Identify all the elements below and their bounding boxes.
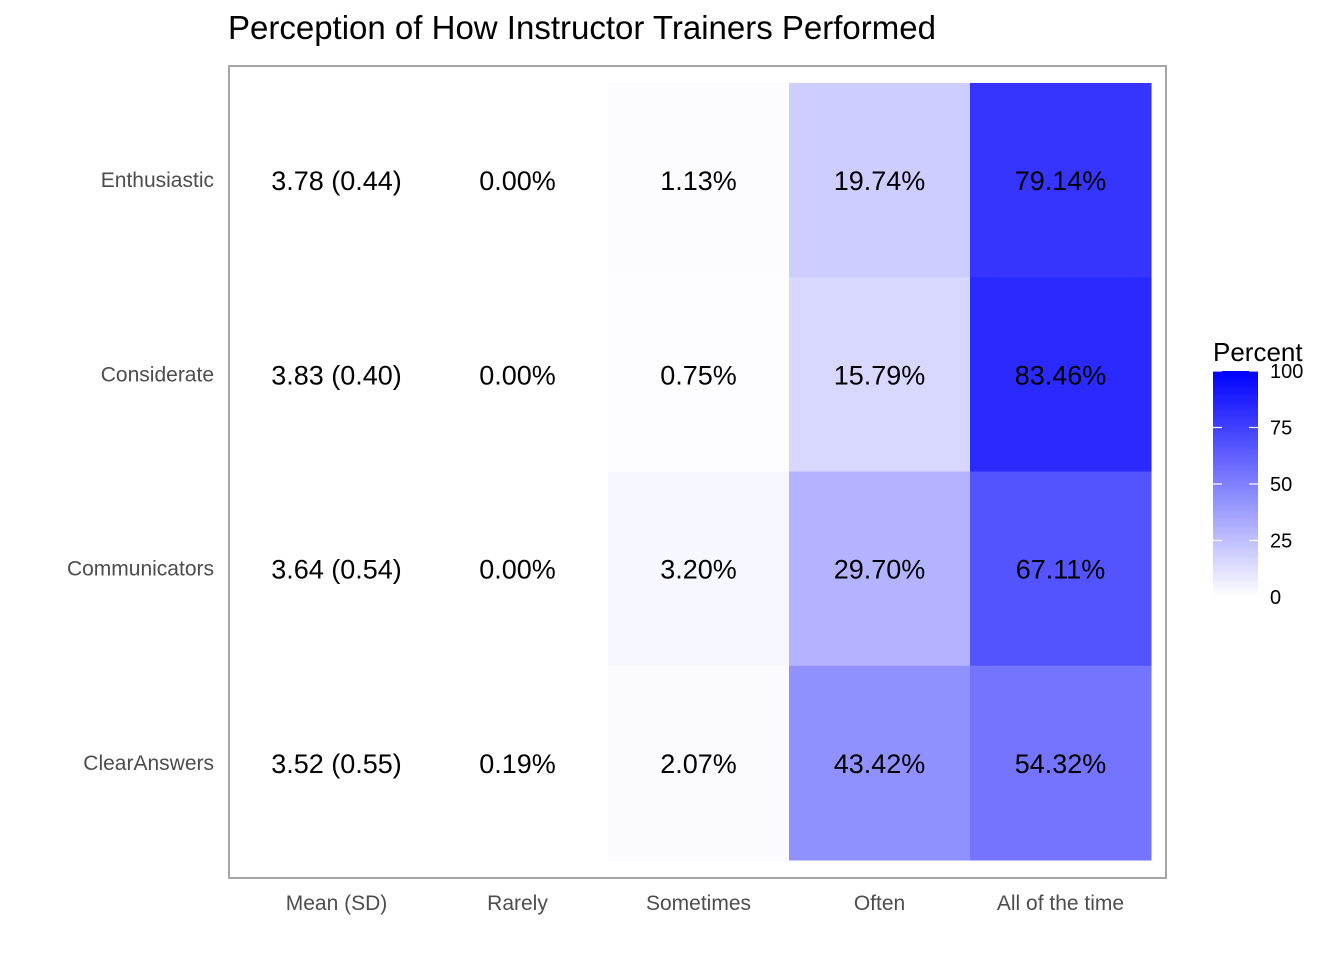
legend: Percent 0 25 50 75 100 xyxy=(1213,337,1303,609)
mean-sd-label-enthusiastic: 3.78 (0.44) xyxy=(271,166,402,196)
legend-tick-label-75: 75 xyxy=(1270,418,1292,440)
heatmap-cell-enthusiastic-all-of-the-time xyxy=(970,83,1152,278)
mean-sd-label-clearanswers: 3.52 (0.55) xyxy=(271,749,402,779)
cell-label-clearanswers-often: 43.42% xyxy=(834,749,926,779)
cell-label-communicators-rarely: 0.00% xyxy=(479,555,556,585)
heatmap-cell-clearanswers-rarely xyxy=(427,665,609,861)
heatmap-cell-considerate-sometimes xyxy=(608,277,790,472)
heatmap-cell-enthusiastic-often xyxy=(789,83,971,278)
cell-label-enthusiastic-rarely: 0.00% xyxy=(479,166,556,196)
heatmap-cell-considerate-rarely xyxy=(427,277,609,472)
x-tick-label-all-of-the-time: All of the time xyxy=(997,892,1124,915)
heatmap-cell-clearanswers-often xyxy=(789,665,971,861)
panel-border xyxy=(228,65,1167,879)
legend-tick-label-25: 25 xyxy=(1270,531,1292,553)
chart-title: Perception of How Instructor Trainers Pe… xyxy=(228,9,936,46)
x-tick-label-often: Often xyxy=(854,892,905,915)
legend-tick-label-50: 50 xyxy=(1270,474,1292,496)
legend-tick-label-100: 100 xyxy=(1270,361,1303,383)
cell-label-communicators-often: 29.70% xyxy=(834,555,926,585)
heatmap-cell-enthusiastic-sometimes xyxy=(608,83,790,278)
cell-label-communicators-sometimes: 3.20% xyxy=(660,555,737,585)
cell-label-enthusiastic-often: 19.74% xyxy=(834,166,926,196)
y-tick-label-considerate: Considerate xyxy=(101,363,214,386)
heatmap-cell-considerate-all-of-the-time xyxy=(970,277,1152,472)
heatmap-cell-clearanswers-all-of-the-time xyxy=(970,665,1152,861)
y-tick-label-enthusiastic: Enthusiastic xyxy=(101,169,214,192)
mean-sd-label-communicators: 3.64 (0.54) xyxy=(271,555,402,585)
y-tick-label-communicators: Communicators xyxy=(67,558,214,581)
cell-label-considerate-all-of-the-time: 83.46% xyxy=(1015,360,1107,390)
x-axis-labels: Mean (SD) Rarely Sometimes Often All of the … xyxy=(286,892,1124,915)
heatmap-cell-communicators-rarely xyxy=(427,471,609,667)
heatmap-cell-enthusiastic-rarely xyxy=(427,83,609,278)
cell-label-enthusiastic-sometimes: 1.13% xyxy=(660,166,737,196)
cell-label-communicators-all-of-the-time: 67.11% xyxy=(1016,555,1106,585)
legend-title: Percent xyxy=(1213,337,1303,367)
legend-tick-label-0: 0 xyxy=(1270,587,1281,609)
cell-label-clearanswers-all-of-the-time: 54.32% xyxy=(1015,749,1107,779)
cell-label-considerate-sometimes: 0.75% xyxy=(660,360,737,390)
y-tick-label-clearanswers: ClearAnswers xyxy=(83,752,214,775)
cell-label-clearanswers-sometimes: 2.07% xyxy=(660,749,737,779)
heatmap-cell-communicators-sometimes xyxy=(608,471,790,667)
cell-label-considerate-rarely: 0.00% xyxy=(479,360,556,390)
heatmap-cell-labels: 3.78 (0.44) 0.00% 1.13% 19.74% 79.14% 3.83 (0… xyxy=(271,166,1106,779)
cell-label-enthusiastic-all-of-the-time: 79.14% xyxy=(1015,166,1107,196)
heatmap-cell-clearanswers-sometimes xyxy=(608,665,790,861)
cell-label-clearanswers-rarely: 0.19% xyxy=(479,749,556,779)
x-tick-label-rarely: Rarely xyxy=(487,892,548,915)
mean-sd-label-considerate: 3.83 (0.40) xyxy=(271,360,402,390)
x-tick-label-sometimes: Sometimes xyxy=(646,892,751,915)
heatmap-cell-communicators-all-of-the-time xyxy=(970,471,1152,667)
heatmap-cell-communicators-often xyxy=(789,471,971,667)
legend-ticks: 0 25 50 75 100 xyxy=(1213,361,1303,609)
heatmap-cells xyxy=(427,83,1152,861)
heatmap-cell-considerate-often xyxy=(789,277,971,472)
cell-label-considerate-often: 15.79% xyxy=(834,360,926,390)
x-tick-label-mean-sd: Mean (SD) xyxy=(286,892,388,915)
y-axis-labels: Enthusiastic Considerate Communicators Clea… xyxy=(67,169,214,775)
